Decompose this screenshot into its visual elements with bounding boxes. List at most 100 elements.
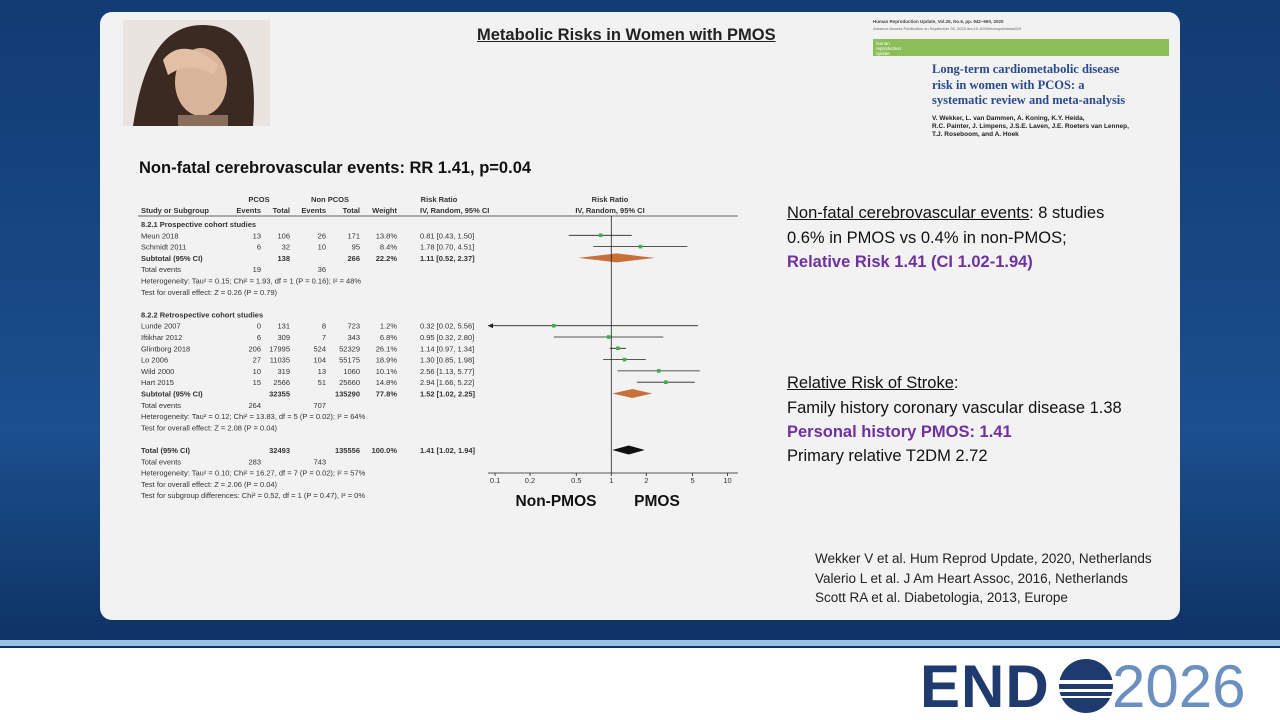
pooled-diamond: [612, 389, 653, 398]
table-cell: 26.1%: [376, 344, 398, 353]
table-cell: 32493: [269, 446, 290, 455]
column-header: Total: [273, 206, 290, 215]
table-cell: Heterogeneity: Tau² = 0.10; Chi² = 16.27…: [141, 469, 366, 478]
table-cell: 27: [253, 356, 261, 365]
table-cell: 19: [253, 265, 261, 274]
summary-line: Family history coronary vascular disease…: [787, 399, 1122, 417]
table-cell: 13.8%: [376, 231, 398, 240]
reference: Wekker V et al. Hum Reprod Update, 2020,…: [815, 551, 1152, 566]
table-cell: 343: [347, 333, 360, 342]
table-cell: 1.78 [0.70, 4.51]: [420, 243, 474, 252]
table-cell: 10: [318, 243, 326, 252]
table-cell: 10: [253, 367, 261, 376]
table-cell: 0.81 [0.43, 1.50]: [420, 231, 474, 240]
author-line: V. Wekker, L. van Dammen, A. Koning, K.Y…: [932, 115, 1085, 122]
table-cell: Iftikhar 2012: [141, 333, 182, 342]
table-cell: Heterogeneity: Tau² = 0.15; Chi² = 1.93,…: [141, 277, 361, 286]
photo: [123, 20, 270, 126]
table-cell: 131: [277, 322, 290, 331]
suffix: :: [953, 374, 959, 392]
table-cell: Subtotal (95% CI): [141, 390, 203, 399]
table-cell: 283: [248, 457, 261, 466]
table-cell: Test for overall effect: Z = 2.06 (P = 0…: [141, 480, 278, 489]
table-cell: 6.8%: [380, 333, 397, 342]
table-cell: 6: [257, 333, 261, 342]
journal-badge: human reproduction update: [876, 41, 902, 56]
table-cell: 1.11 [0.52, 2.37]: [420, 254, 475, 263]
table-cell: 51: [318, 378, 326, 387]
pooled-diamond: [612, 445, 645, 455]
table-cell: 0: [257, 322, 261, 331]
estimate-square: [616, 346, 620, 351]
summary-events: Non-fatal cerebrovascular events: 8 stud…: [787, 204, 1104, 223]
column-header: Study or Subgroup: [141, 206, 209, 215]
column-header: Events: [301, 206, 326, 215]
estimate-square: [598, 233, 603, 238]
logo-globe: [1056, 659, 1116, 713]
table-cell: 1060: [343, 367, 360, 376]
column-header: IV, Random, 95% CI: [575, 206, 644, 215]
x-tick-label: 2: [644, 476, 648, 485]
table-cell: 36: [318, 265, 326, 274]
table-cell: 106: [277, 231, 290, 240]
table-cell: 524: [313, 344, 326, 353]
table-cell: 0.32 [0.02, 5.56]: [420, 322, 474, 331]
table-cell: 52329: [339, 344, 360, 353]
x-tick-label: 0.2: [525, 476, 535, 485]
table-cell: 32: [282, 243, 290, 252]
table-cell: 14.8%: [376, 378, 398, 387]
table-cell: 1.14 [0.97, 1.34]: [420, 344, 474, 353]
table-cell: 1.30 [0.85, 1.98]: [420, 356, 474, 365]
column-header: Weight: [372, 206, 397, 215]
ci-arrow: [488, 323, 493, 329]
author-line: R.C. Painter, J. Limpens, J.S.E. Laven, …: [932, 123, 1129, 130]
table-cell: 7: [322, 333, 326, 342]
journal-bar: [873, 39, 1169, 56]
journal-subheader: Advance Access Publication on September …: [873, 26, 1022, 31]
estimate-square: [551, 323, 556, 328]
table-cell: Test for overall effect: Z = 2.08 (P = 0…: [141, 423, 278, 432]
estimate-square: [656, 369, 661, 373]
column-group: Non PCOS: [311, 195, 349, 204]
x-tick-label: 0.5: [571, 476, 581, 485]
x-tick-label: 0.1: [490, 476, 500, 485]
table-cell: 11035: [270, 356, 290, 365]
table-cell: 135556: [335, 446, 360, 455]
slide-panel: [100, 12, 1180, 620]
table-cell: 95: [352, 243, 360, 252]
table-cell: 135290: [335, 390, 360, 399]
summary-highlight: Personal history PMOS: 1.41: [787, 423, 1012, 441]
summary-line: Primary relative T2DM 2.72: [787, 447, 988, 465]
table-cell: Schmidt 2011: [141, 243, 186, 252]
column-group: Risk Ratio: [592, 195, 629, 204]
estimate-square: [606, 335, 611, 339]
table-cell: Lunde 2007: [141, 322, 181, 331]
table-cell: 18.9%: [376, 356, 398, 365]
table-cell: 707: [313, 401, 326, 410]
slide-title: Metabolic Risks in Women with PMOS: [477, 26, 776, 44]
table-cell: 15: [253, 378, 261, 387]
table-cell: 138: [277, 254, 290, 263]
table-cell: 77.8%: [376, 390, 398, 399]
pooled-diamond: [578, 253, 655, 263]
table-cell: Wild 2000: [141, 367, 174, 376]
table-cell: 100.0%: [372, 446, 398, 455]
stripe: [0, 640, 1280, 646]
table-cell: 171: [347, 231, 360, 240]
table-cell: Test for subgroup differences: Chi² = 0.…: [141, 491, 365, 500]
estimate-square: [663, 380, 668, 384]
x-tick-label: 5: [690, 476, 694, 485]
journal-header: Human Reproduction Update, Vol.26, No.6,…: [873, 19, 1004, 24]
table-cell: Total events: [141, 457, 181, 466]
table-cell: 25660: [339, 378, 360, 387]
column-group: PCOS: [248, 195, 269, 204]
author-line: T.J. Roseboom, and A. Hoek: [932, 131, 1019, 138]
journal-authors: V. Wekker, L. van Dammen, A. Koning, K.Y…: [932, 115, 1129, 139]
table-cell: 8.2.2 Retrospective cohort studies: [141, 310, 263, 319]
forest-heading: Non-fatal cerebrovascular events: RR 1.4…: [139, 159, 532, 177]
table-cell: 266: [347, 254, 360, 263]
table-cell: 8: [322, 322, 326, 331]
table-cell: Test for overall effect: Z = 0.26 (P = 0…: [141, 288, 278, 297]
table-cell: 8.4%: [380, 243, 397, 252]
